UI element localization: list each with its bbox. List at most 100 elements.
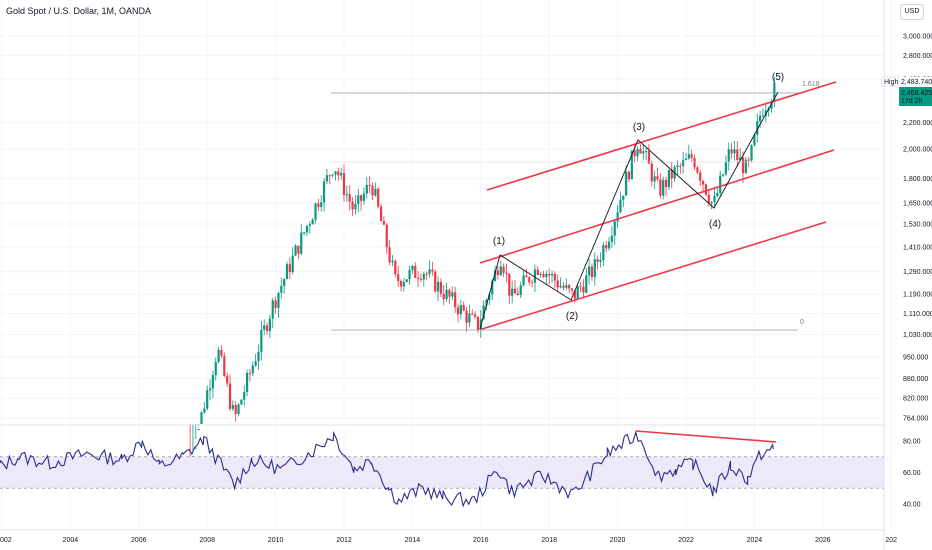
- last-price-value: 2,468.425: [901, 90, 932, 97]
- high-label-box: [881, 76, 899, 87]
- candle-body: [317, 203, 320, 207]
- candle-body: [550, 273, 554, 276]
- candle-body: [226, 375, 229, 384]
- candle-body: [496, 270, 499, 276]
- price-tick-label: 2,800.000: [903, 53, 932, 60]
- candle-body: [368, 184, 371, 186]
- candle-body: [385, 224, 388, 248]
- price-tick-label: 1,290.000: [903, 269, 932, 276]
- candle-body: [277, 292, 280, 309]
- candle-body: [474, 314, 477, 317]
- candle-body: [764, 110, 767, 116]
- candle-body: [431, 269, 434, 272]
- candle-body: [727, 149, 730, 162]
- candle-body: [394, 260, 397, 275]
- candle-body: [194, 447, 197, 449]
- candle-body: [377, 188, 380, 207]
- time-tick-label: 2008: [199, 537, 215, 544]
- candle-body: [439, 281, 442, 294]
- candle-body: [579, 286, 582, 288]
- price-tick-label: 950.000: [903, 355, 928, 362]
- chart-title: Gold Spot / U.S. Dollar, 1M, OANDA: [6, 6, 152, 16]
- candle-body: [719, 175, 722, 194]
- candle-body: [200, 412, 203, 424]
- candle-body: [588, 266, 591, 276]
- candle-body: [670, 169, 673, 179]
- candle-body: [511, 288, 514, 296]
- candle-body: [582, 286, 585, 293]
- candle-body: [633, 150, 636, 157]
- candle-body: [699, 172, 702, 181]
- candle-body: [739, 157, 742, 160]
- candle-body: [208, 388, 212, 391]
- time-tick-label: 2004: [63, 537, 79, 544]
- price-tick-label: 2,000.000: [903, 147, 932, 154]
- candle-body: [451, 292, 454, 297]
- candle-body: [645, 151, 648, 153]
- candle-body: [488, 294, 491, 300]
- candle-body: [539, 273, 542, 275]
- candle-body: [254, 361, 257, 366]
- candle-body: [288, 264, 291, 273]
- wave-label-3: (3): [633, 122, 645, 133]
- candle-body: [454, 292, 457, 308]
- candle-body: [707, 194, 710, 204]
- candle-body: [228, 383, 232, 409]
- candle-body: [468, 313, 471, 323]
- candle-body: [305, 225, 309, 233]
- candle-body: [243, 392, 246, 400]
- candle-body: [419, 278, 423, 280]
- candle-body: [542, 273, 545, 278]
- candle-body: [217, 349, 220, 362]
- candle-body: [625, 171, 628, 196]
- candle-body: [684, 158, 688, 160]
- candle-body: [653, 176, 656, 182]
- candle-body: [379, 206, 383, 222]
- candle-body: [408, 270, 411, 280]
- wave-label-1: (1): [493, 236, 505, 247]
- candle-body: [519, 285, 522, 295]
- candle-body: [548, 273, 551, 276]
- candle-body: [223, 355, 226, 376]
- candle-body: [741, 157, 745, 174]
- candle-body: [750, 145, 753, 161]
- candle-body: [485, 299, 488, 306]
- rsi-band: [0, 456, 884, 489]
- candle-body: [265, 325, 269, 332]
- price-tick-label: 1,030.000: [903, 332, 932, 339]
- high-value-box: [899, 77, 932, 86]
- currency-button[interactable]: USD: [900, 4, 924, 20]
- candle-body: [525, 275, 528, 278]
- candle-body: [342, 173, 346, 196]
- candle-body: [531, 282, 534, 284]
- rsi-tick-label: 80.00: [903, 439, 921, 446]
- candle-body: [345, 194, 348, 196]
- candle-body: [482, 305, 485, 320]
- candle-body: [676, 165, 679, 168]
- candle-body: [505, 272, 508, 274]
- candle-body: [211, 375, 214, 389]
- candle-body: [271, 300, 274, 319]
- candle-body: [522, 275, 525, 286]
- price-tick-label: 1,410.000: [903, 244, 932, 251]
- candle-body: [234, 404, 237, 415]
- candle-body: [667, 169, 670, 187]
- candle-body: [602, 245, 605, 261]
- candle-body: [257, 351, 260, 362]
- time-tick-label: 002: [0, 537, 12, 544]
- candle-body: [283, 279, 286, 286]
- high-label: High: [884, 79, 899, 86]
- candle-body: [448, 289, 451, 297]
- time-tick-label: 2022: [678, 537, 694, 544]
- candle-body: [607, 241, 611, 249]
- candle-body: [382, 221, 385, 225]
- candle-body: [639, 149, 642, 154]
- candle-body: [402, 281, 405, 287]
- candle-body: [320, 202, 323, 207]
- candle-body: [659, 179, 662, 196]
- last-price-badge: [899, 87, 932, 106]
- candle-body: [605, 245, 608, 249]
- candle-body: [456, 307, 460, 315]
- candle-body: [744, 159, 747, 174]
